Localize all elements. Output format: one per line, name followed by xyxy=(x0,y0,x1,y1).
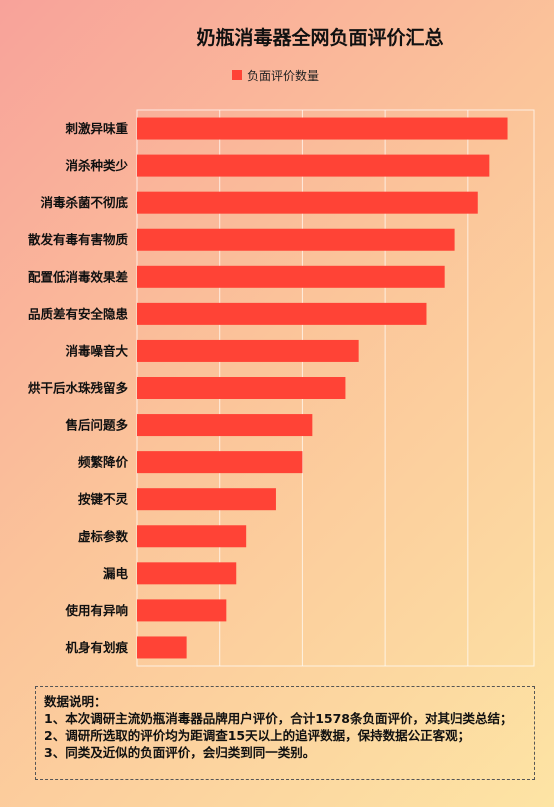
category-label: 配置低消毒效果差 xyxy=(28,269,128,284)
category-label: 散发有毒有害物质 xyxy=(28,232,129,247)
category-labels: 刺激异味重消杀种类少消毒杀菌不彻底散发有毒有害物质配置低消毒效果差品质差有安全隐… xyxy=(28,121,129,655)
chart-title: 奶瓶消毒器全网负面评价汇总 xyxy=(196,26,443,49)
bar-chart: 奶瓶消毒器全网负面评价汇总 负面评价数量 刺激异味重消杀种类少消毒杀菌不彻底散发… xyxy=(27,26,508,659)
category-label: 消杀种类少 xyxy=(65,158,128,173)
category-label: 漏电 xyxy=(103,566,129,581)
legend-label: 负面评价数量 xyxy=(247,68,319,83)
bar xyxy=(137,414,313,437)
category-label: 机身有划痕 xyxy=(65,640,128,655)
bar xyxy=(137,488,276,511)
category-label: 品质差有安全隐患 xyxy=(28,306,129,321)
notes-line-3: 3、同类及近似的负面评价，会归类到同一类别。 xyxy=(44,745,316,760)
notes-heading: 数据说明： xyxy=(44,694,107,709)
legend-swatch xyxy=(232,70,242,80)
bar xyxy=(137,525,247,548)
bar xyxy=(137,451,303,474)
category-label: 使用有异响 xyxy=(64,603,128,618)
category-label: 烘干后水珠残留多 xyxy=(28,381,129,396)
bar xyxy=(137,599,227,622)
category-label: 消毒杀菌不彻底 xyxy=(40,195,128,210)
category-label: 消毒噪音大 xyxy=(65,343,128,358)
bar xyxy=(137,154,490,177)
bar xyxy=(137,228,455,251)
bar xyxy=(137,562,237,585)
bar xyxy=(137,117,508,140)
category-label: 频繁降价 xyxy=(78,455,129,470)
bar xyxy=(137,191,478,214)
category-label: 按键不灵 xyxy=(78,492,129,507)
category-label: 售后问题多 xyxy=(65,418,128,433)
bar xyxy=(137,339,359,362)
notes-line-2: 2、调研所选取的评价均为距调查15天以上的追评数据，保持数据公正客观； xyxy=(44,728,471,743)
notes-line-1: 1、本次调研主流奶瓶消毒器品牌用户评价，合计1578条负面评价，对其归类总结； xyxy=(44,711,513,726)
bar xyxy=(137,636,187,659)
category-label: 虚标参数 xyxy=(78,529,129,544)
bar xyxy=(137,265,445,288)
data-notes: 数据说明： 1、本次调研主流奶瓶消毒器品牌用户评价，合计1578条负面评价，对其… xyxy=(35,686,535,780)
bar xyxy=(137,377,346,399)
category-label: 刺激异味重 xyxy=(64,121,128,136)
bars xyxy=(137,117,508,659)
bar xyxy=(137,302,427,325)
